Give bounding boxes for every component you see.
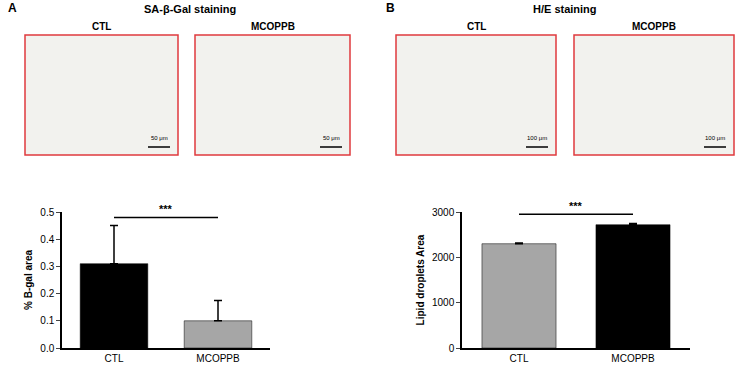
svg-text:A: A xyxy=(8,1,17,15)
svg-text:0.4: 0.4 xyxy=(40,234,54,245)
svg-text:100 μm: 100 μm xyxy=(527,135,547,141)
svg-text:Lipid droplets Area: Lipid droplets Area xyxy=(415,234,426,325)
svg-text:2000: 2000 xyxy=(432,252,455,263)
svg-text:3000: 3000 xyxy=(432,207,455,218)
svg-text:MCOPPB: MCOPPB xyxy=(196,353,240,364)
svg-text:CTL: CTL xyxy=(510,353,529,364)
svg-text:0.5: 0.5 xyxy=(40,207,54,218)
svg-text:H/E staining: H/E staining xyxy=(533,3,597,15)
svg-text:***: *** xyxy=(159,203,173,215)
svg-text:MCOPPB: MCOPPB xyxy=(632,21,676,32)
svg-text:0.0: 0.0 xyxy=(40,343,54,354)
svg-text:0.1: 0.1 xyxy=(40,315,54,326)
svg-text:MCOPPB: MCOPPB xyxy=(611,353,655,364)
svg-text:CTL: CTL xyxy=(105,353,124,364)
svg-text:MCOPPB: MCOPPB xyxy=(251,21,295,32)
svg-text:CTL: CTL xyxy=(92,21,111,32)
svg-text:% B-gal area: % B-gal area xyxy=(23,250,34,310)
svg-text:50 μm: 50 μm xyxy=(323,135,340,141)
svg-text:50 μm: 50 μm xyxy=(151,135,168,141)
svg-text:***: *** xyxy=(569,200,583,212)
svg-text:SA-β-Gal staining: SA-β-Gal staining xyxy=(144,3,236,15)
svg-text:100 μm: 100 μm xyxy=(705,135,725,141)
svg-text:B: B xyxy=(386,1,395,15)
svg-text:CTL: CTL xyxy=(467,21,486,32)
svg-text:1000: 1000 xyxy=(432,297,455,308)
svg-text:0: 0 xyxy=(449,343,455,354)
svg-text:0.3: 0.3 xyxy=(40,261,54,272)
svg-text:0.2: 0.2 xyxy=(40,288,54,299)
